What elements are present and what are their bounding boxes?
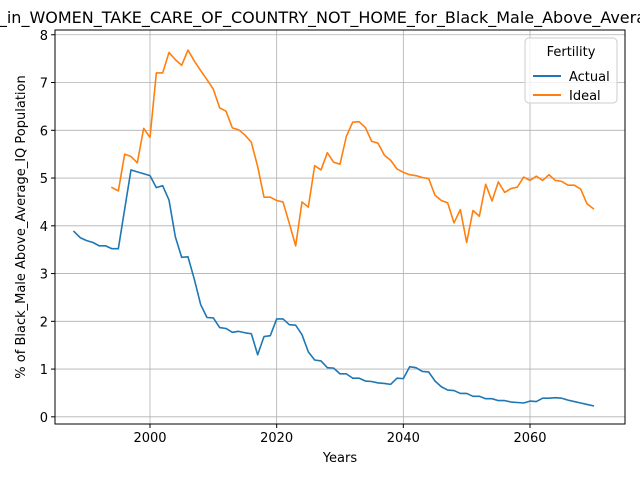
legend-box [524, 37, 618, 104]
legend: Fertility Actual Ideal [524, 37, 618, 104]
y-tick-label: 8 [40, 29, 48, 44]
y-tick-label: 2 [40, 315, 48, 330]
legend-title: Fertility [547, 45, 596, 60]
series-layer [72, 49, 595, 407]
x-tick-label: 2000 [133, 431, 166, 446]
y-tick-label: 3 [40, 268, 48, 283]
series-line-ideal [110, 49, 595, 247]
legend-label-ideal: Ideal [569, 89, 601, 104]
x-axis-label: Years [322, 451, 358, 466]
series-line-actual [72, 169, 595, 407]
plot-frame [54, 29, 626, 425]
x-tick-label: 2060 [513, 431, 546, 446]
y-tick-label: 5 [40, 172, 48, 187]
chart-title: 2_in_WOMEN_TAKE_CARE_OF_COUNTRY_NOT_HOME… [0, 8, 640, 28]
y-tick-label: 1 [40, 363, 48, 378]
y-tick-label: 6 [40, 124, 48, 139]
y-tick-label: 7 [40, 77, 48, 92]
axis-ticks: 2000 2020 2040 2060 0 1 2 3 4 5 6 7 8 [40, 29, 547, 446]
grid [55, 30, 625, 424]
y-tick-label: 0 [40, 411, 48, 426]
y-axis-label: % of Black_Male Above_Average_IQ Populat… [14, 75, 29, 378]
y-tick-label: 4 [40, 220, 48, 235]
legend-label-actual: Actual [569, 70, 610, 85]
x-tick-label: 2020 [260, 431, 293, 446]
x-tick-label: 2040 [387, 431, 420, 446]
